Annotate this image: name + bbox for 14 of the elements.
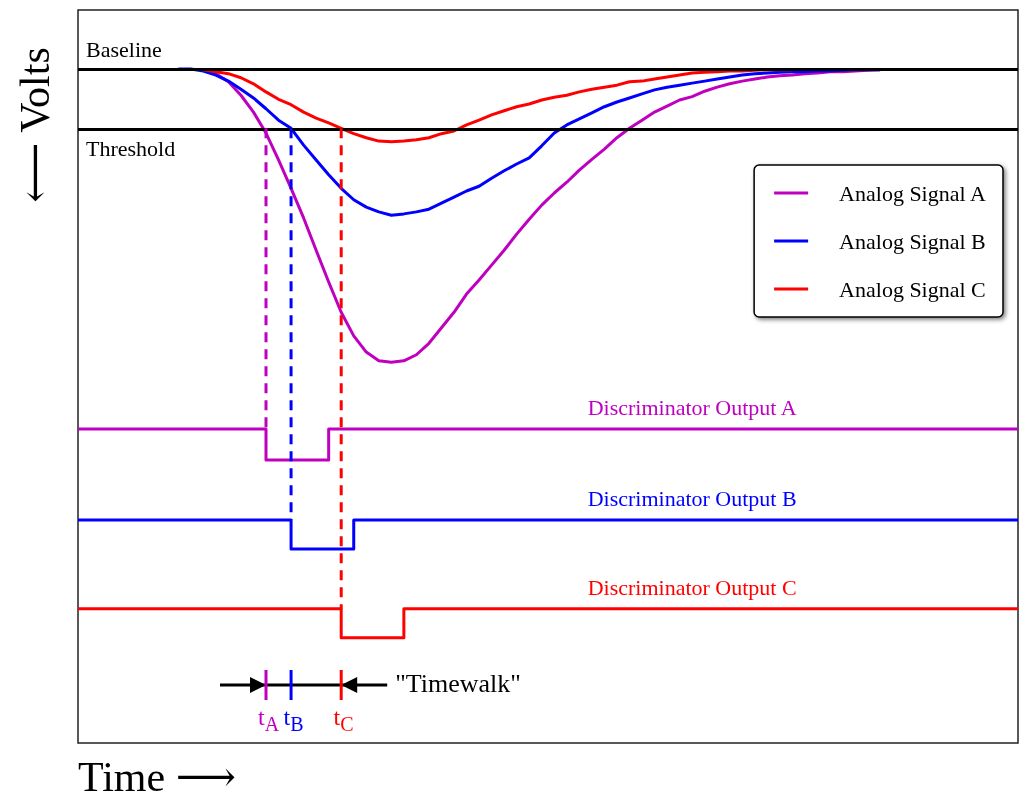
series-label: Discriminator Output B [587,486,797,512]
annotation: "Timewalk" [395,669,521,698]
x-axis-title: Time ⟶ [78,754,236,800]
series-label: Discriminator Output A [587,395,797,421]
ref-line-label: Baseline [86,37,162,63]
legend-label: Analog Signal C [839,276,986,302]
y-axis-title: ⟵ Volts [12,47,58,203]
series-label: Discriminator Output C [587,575,797,601]
annotation: t$_{C}$ [333,704,354,735]
annotation: t$_{B}$ [283,704,304,735]
legend-label: Analog Signal A [839,180,986,206]
legend-label: Analog Signal B [839,228,986,254]
annotation: t$_{A}$ [257,704,280,735]
ref-line-label: Threshold [86,136,176,162]
